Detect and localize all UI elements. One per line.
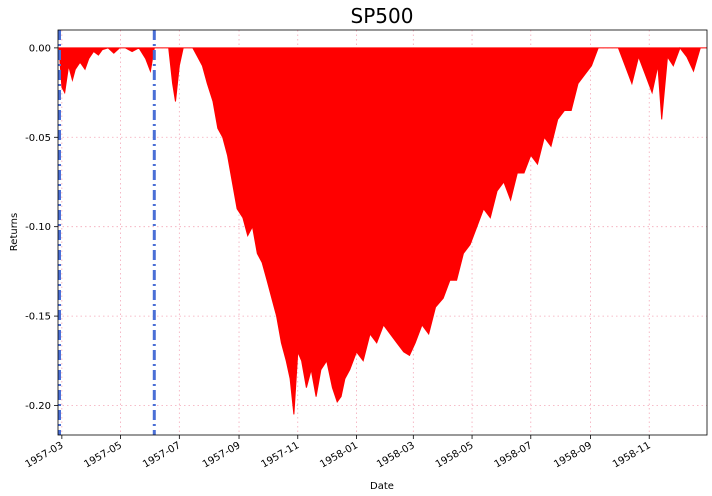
y-tick-label: 0.00 [29,43,51,54]
x-tick-label: 1957-11 [260,440,302,470]
y-tick-label: -0.05 [25,133,51,144]
vertical-markers [58,30,156,435]
y-tick-label: -0.15 [25,312,51,323]
y-axis-ticks: 0.00 -0.05 -0.10 -0.15 -0.20 [25,43,58,412]
x-tick-label: 1958-11 [611,440,653,470]
plot-frame [57,29,708,436]
area-layer [58,46,707,415]
x-tick-label: 1958-01 [318,440,360,470]
x-axis-ticks: 1957-03 1957-05 1957-07 1957-09 1957-11 1958-… [24,435,653,470]
x-tick-label: 1957-09 [201,440,243,470]
x-tick-label: 1957-07 [141,440,183,470]
x-tick-label: 1958-03 [375,440,417,470]
y-tick-label: -0.10 [25,222,51,233]
x-tick-label: 1957-05 [82,440,124,470]
x-tick-label: 1958-05 [434,440,476,470]
x-axis-label: Date [370,481,394,492]
chart-title: SP500 [351,4,414,28]
x-tick-label: 1958-07 [493,440,535,470]
y-tick-label: -0.20 [25,401,51,412]
x-tick-label: 1957-03 [24,440,66,470]
drawdown-area [58,46,707,415]
y-axis-label: Returns [9,213,20,251]
x-tick-label: 1958-09 [552,440,594,470]
